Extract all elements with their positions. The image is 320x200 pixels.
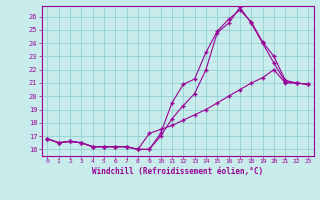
X-axis label: Windchill (Refroidissement éolien,°C): Windchill (Refroidissement éolien,°C) [92,167,263,176]
